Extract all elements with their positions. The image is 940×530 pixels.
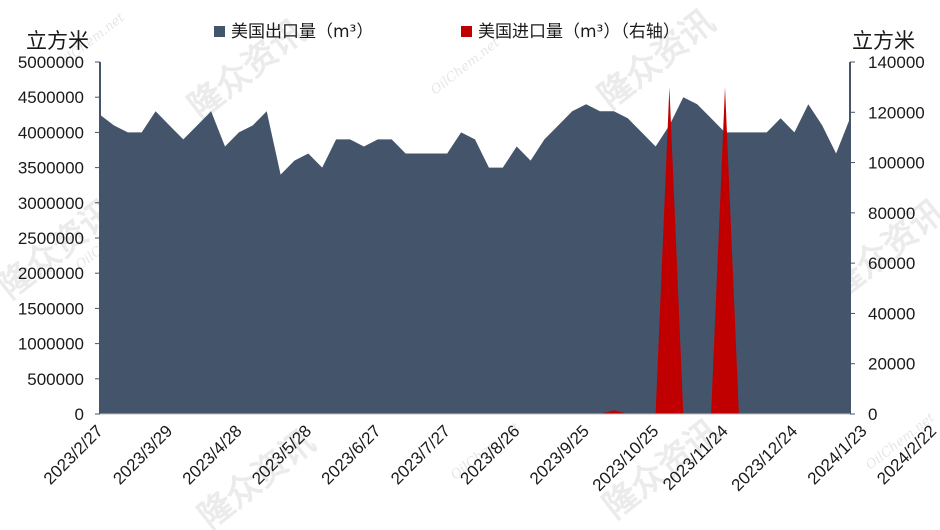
- x-tick-label: 2023/3/29: [109, 421, 176, 488]
- right-tick-label: 40000: [868, 304, 915, 323]
- import-series: [100, 87, 850, 414]
- watermark-site: OilChem.net: [428, 35, 503, 98]
- left-tick-label: 4500000: [18, 88, 84, 107]
- x-tick-label: 2023/9/25: [526, 421, 593, 488]
- right-axis-ticks: 0 20000 40000 60000 80000 100000 120000 140000: [850, 53, 925, 424]
- export-area: [100, 97, 850, 414]
- import-area: [100, 87, 850, 414]
- left-tick-label: 1500000: [18, 299, 84, 318]
- left-axis-ticks: 0 500000 1000000 1500000 2000000 2500000 30000…: [18, 53, 100, 424]
- x-tick-label: 2023/12/24: [728, 421, 802, 495]
- legend-label-export: 美国出口量（m³）: [231, 22, 373, 42]
- right-tick-label: 60000: [868, 254, 915, 273]
- left-tick-label: 5000000: [18, 53, 84, 72]
- right-tick-label: 80000: [868, 204, 915, 223]
- left-tick-label: 3000000: [18, 194, 84, 213]
- watermark-logo: 隆众资讯: [591, 2, 723, 117]
- left-tick-label: 4000000: [18, 123, 84, 142]
- right-axis-unit: 立方米: [852, 29, 915, 53]
- x-tick-label: 2024/1/23: [804, 421, 871, 488]
- right-tick-label: 100000: [868, 154, 925, 173]
- left-tick-label: 500000: [27, 370, 84, 389]
- left-tick-label: 3500000: [18, 159, 84, 178]
- export-series: [100, 97, 850, 414]
- right-tick-label: 0: [868, 405, 877, 424]
- x-tick-label: 2023/7/27: [387, 421, 454, 488]
- right-tick-label: 140000: [868, 53, 925, 72]
- legend: 美国出口量（m³） 美国进口量（m³）（右轴）: [214, 22, 680, 42]
- left-axis-unit: 立方米: [26, 29, 89, 53]
- x-axis-ticks: 2023/2/27 2023/3/29 2023/4/28 2023/5/28 2023…: [40, 421, 940, 495]
- right-tick-label: 120000: [868, 103, 925, 122]
- legend-swatch-import: [461, 26, 472, 37]
- left-tick-label: 2000000: [18, 264, 84, 283]
- legend-swatch-export: [214, 26, 225, 37]
- left-tick-label: 1000000: [18, 335, 84, 354]
- x-tick-label: 2023/2/27: [40, 421, 107, 488]
- right-tick-label: 20000: [868, 355, 915, 374]
- left-tick-label: 2500000: [18, 229, 84, 248]
- x-tick-label: 2023/6/27: [318, 421, 385, 488]
- legend-label-import: 美国进口量（m³）（右轴）: [478, 22, 680, 42]
- x-tick-label: 2023/8/26: [457, 421, 524, 488]
- left-tick-label: 0: [75, 405, 84, 424]
